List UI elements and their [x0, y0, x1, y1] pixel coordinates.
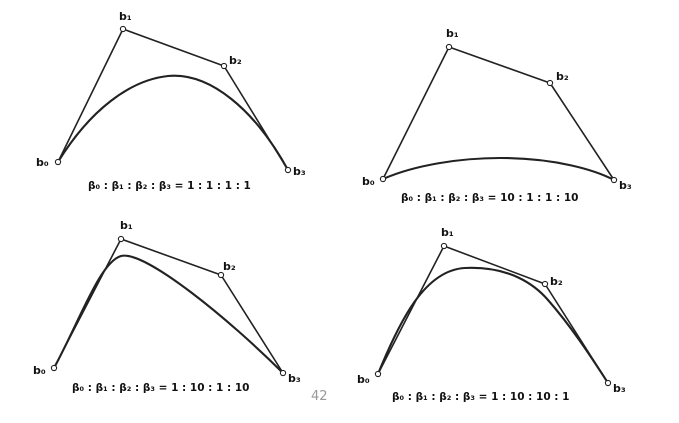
control-point-b2: [541, 280, 549, 288]
control-point-b1: [445, 43, 453, 51]
control-point-b2: [546, 79, 554, 87]
control-point-b3: [610, 176, 618, 184]
control-point-b0: [374, 370, 382, 378]
point-label-b0: b₀: [36, 156, 49, 169]
control-polygon: [377, 245, 609, 384]
weight-ratio-label: β₀ : β₁ : β₂ : β₃ = 1 : 10 : 10 : 1: [392, 391, 569, 403]
figure-top-right: b₀ b₁ b₂ b₃ β₀ : β₁ : β₂ : β₃ = 10 : 1 :…: [362, 27, 632, 204]
point-label-b2: b₂: [229, 54, 242, 67]
control-point-b0: [379, 175, 387, 183]
point-label-b1: b₁: [120, 219, 133, 232]
control-point-b0: [50, 364, 58, 372]
figure-bottom-right: b₀ b₁ b₂ b₃ β₀ : β₁ : β₂ : β₃ = 1 : 10 :…: [357, 226, 626, 403]
control-point-b1: [117, 235, 125, 243]
control-point-b0: [54, 158, 62, 166]
control-polygon: [57, 28, 289, 171]
control-point-b2: [217, 271, 225, 279]
point-label-b1: b₁: [441, 226, 454, 239]
point-label-b3: b₃: [293, 165, 306, 178]
weight-ratio-label: β₀ : β₁ : β₂ : β₃ = 10 : 1 : 1 : 10: [401, 192, 578, 204]
point-label-b0: b₀: [357, 373, 370, 386]
control-polygon: [53, 238, 284, 374]
point-label-b2: b₂: [550, 275, 563, 288]
control-point-b3: [284, 166, 292, 174]
point-label-b0: b₀: [33, 364, 46, 377]
rational-bezier-curve: [376, 266, 610, 385]
control-polygon: [382, 46, 615, 181]
point-label-b1: b₁: [446, 27, 459, 40]
control-point-b1: [119, 25, 127, 33]
point-label-b3: b₃: [288, 372, 301, 385]
point-label-b2: b₂: [556, 70, 569, 83]
point-label-b0: b₀: [362, 175, 375, 188]
point-label-b3: b₃: [619, 179, 632, 192]
page-number: 42: [311, 389, 328, 404]
figure-top-left: b₀ b₁ b₂ b₃ β₀ : β₁ : β₂ : β₃ = 1 : 1 : …: [36, 10, 306, 192]
rational-bezier-curve: [56, 74, 290, 172]
control-point-b2: [220, 62, 228, 70]
point-label-b1: b₁: [119, 10, 132, 23]
point-label-b3: b₃: [613, 382, 626, 395]
control-point-b3: [604, 379, 612, 387]
point-label-b2: b₂: [223, 260, 236, 273]
control-point-b1: [440, 242, 448, 250]
control-point-b3: [279, 369, 287, 377]
rational-bezier-curve: [52, 254, 285, 375]
rational-bezier-curve: [381, 156, 616, 182]
weight-ratio-label: β₀ : β₁ : β₂ : β₃ = 1 : 10 : 1 : 10: [72, 382, 249, 394]
weight-ratio-label: β₀ : β₁ : β₂ : β₃ = 1 : 1 : 1 : 1: [88, 180, 251, 192]
figure-bottom-left: b₀ b₁ b₂ b₃ β₀ : β₁ : β₂ : β₃ = 1 : 10 :…: [33, 219, 301, 394]
